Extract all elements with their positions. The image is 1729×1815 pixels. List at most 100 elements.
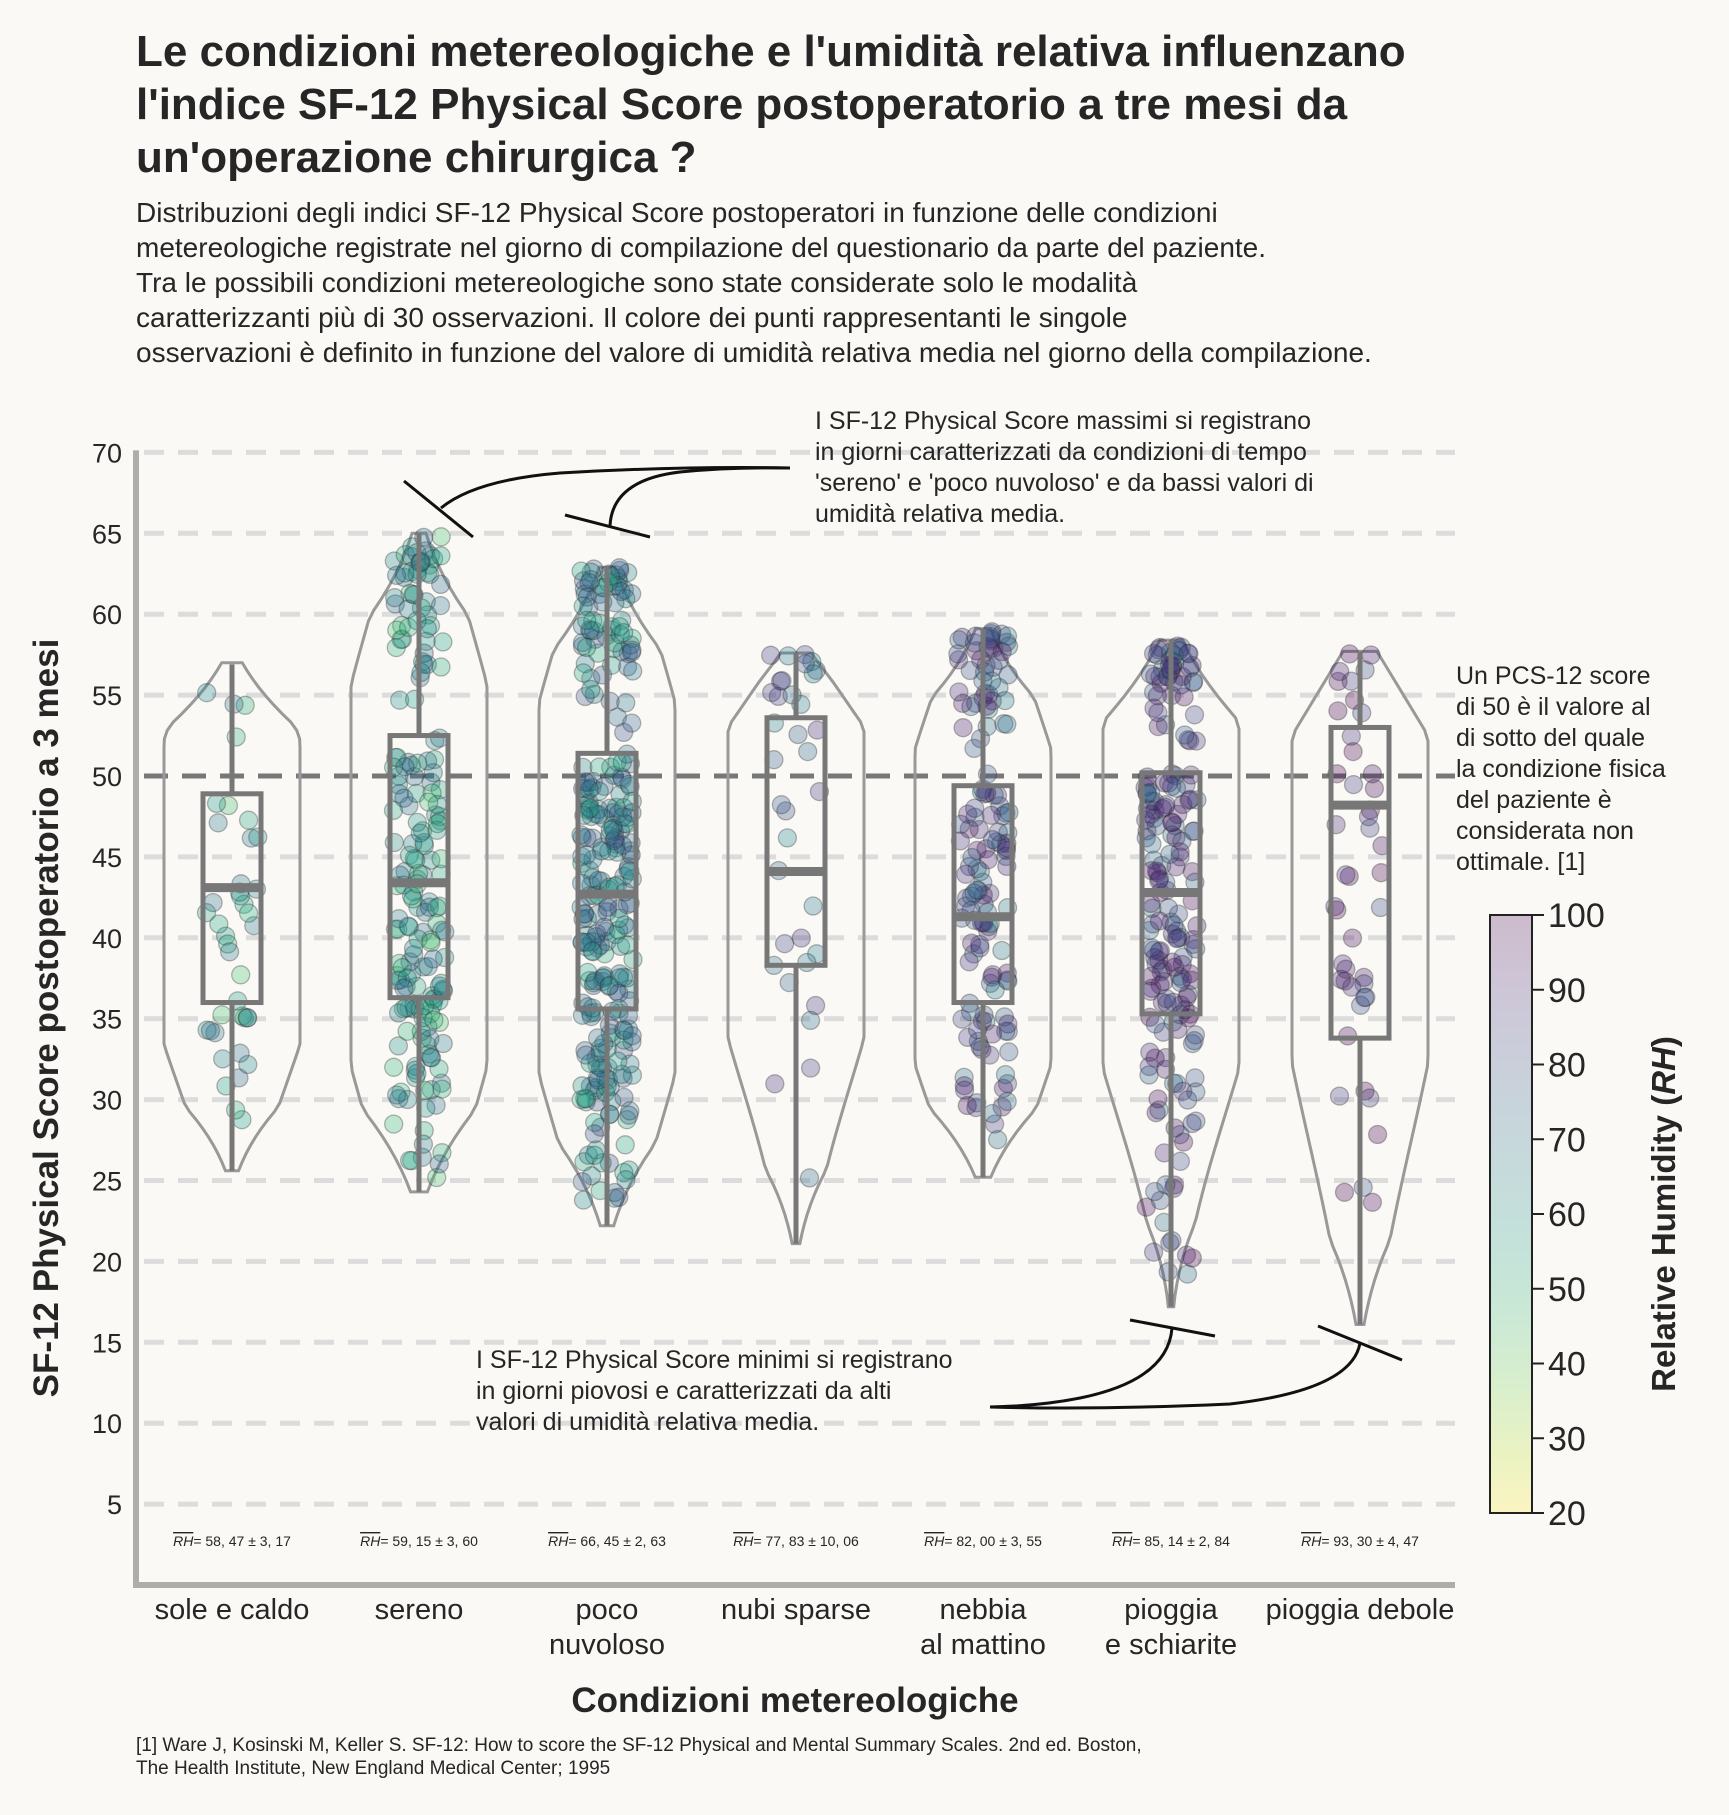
- rh-symbol: RH: [1301, 1533, 1322, 1549]
- observation-point: [1172, 831, 1192, 851]
- y-tick-label: 70: [92, 438, 122, 468]
- colorbar: 20 30 40 50 60 70 80 90 100 Relative Humidity (RH…: [1489, 897, 1682, 1533]
- observation-point: [585, 971, 605, 991]
- observation-point: [1176, 1245, 1197, 1265]
- observation-point: [423, 949, 443, 969]
- observation-point: [1354, 987, 1375, 1008]
- colorbar-tick-label: 100: [1548, 897, 1605, 935]
- observation-point: [576, 1089, 597, 1109]
- observation-point: [431, 657, 451, 677]
- observation-point: [989, 677, 1009, 698]
- x-tick-label: al mattino: [920, 1629, 1046, 1661]
- observation-point: [234, 894, 254, 914]
- observation-point: [949, 682, 969, 702]
- observation-point: [614, 1162, 634, 1183]
- observation-point: [1356, 987, 1376, 1007]
- observation-point: [412, 821, 433, 841]
- observation-point: [386, 565, 407, 586]
- observation-point: [1173, 794, 1193, 815]
- observation-point: [613, 1020, 633, 1040]
- observation-point: [762, 682, 782, 703]
- observation-point: [1160, 844, 1180, 864]
- rh-labels: RH= 58, 47 ± 3, 17 RH= 59, 15 ± 3, 60 RH= …: [173, 1533, 1419, 1549]
- observation-point: [431, 527, 451, 547]
- observation-point: [581, 562, 601, 582]
- observation-point: [604, 822, 625, 842]
- colorbar-label-end: ): [1645, 1036, 1682, 1047]
- observation-point: [392, 958, 412, 978]
- observation-point: [399, 845, 420, 865]
- observation-point: [213, 1049, 233, 1069]
- observation-point: [388, 1036, 409, 1056]
- observation-point: [606, 924, 626, 945]
- observation-point: [962, 847, 982, 868]
- x-tick-label: nuvoloso: [549, 1629, 665, 1661]
- observation-point: [1144, 698, 1164, 718]
- x-tick-label: poco: [576, 1594, 639, 1626]
- observation-point: [970, 934, 990, 955]
- violin: [1101, 638, 1241, 1309]
- observation-point: [424, 749, 445, 770]
- observation-point: [414, 833, 434, 853]
- observation-point: [967, 840, 987, 861]
- observation-point: [600, 798, 620, 818]
- annotation-right-line: del paziente è: [1456, 786, 1612, 814]
- observation-point: [1167, 928, 1187, 949]
- observation-point: [1139, 1065, 1159, 1085]
- observation-point: [1182, 655, 1202, 676]
- observation-point: [980, 973, 1001, 994]
- observation-point: [577, 610, 597, 631]
- x-tick-label: pioggia: [1124, 1594, 1218, 1626]
- rh-symbol: RH: [548, 1533, 569, 1549]
- observation-point: [606, 797, 627, 818]
- observation-point: [1146, 816, 1166, 836]
- observation-point: [1170, 972, 1191, 993]
- observation-point: [572, 1172, 592, 1192]
- y-tick-label: 65: [92, 519, 122, 549]
- observation-point: [1343, 741, 1363, 762]
- observation-point: [575, 686, 595, 707]
- box: [575, 750, 639, 1012]
- observation-point: [622, 640, 642, 660]
- observation-point: [599, 976, 619, 996]
- observation-point: [408, 897, 428, 917]
- observation-point: [954, 1080, 975, 1100]
- observation-point: [389, 1089, 409, 1109]
- rh-label: RH= 82, 00 ± 3, 55: [924, 1533, 1042, 1549]
- y-tick-label: 20: [92, 1247, 122, 1277]
- observation-point: [1330, 661, 1350, 682]
- observation-point: [1141, 966, 1162, 986]
- observation-point: [581, 806, 601, 827]
- observation-point: [590, 935, 611, 956]
- observation-point: [397, 968, 417, 988]
- observation-point: [238, 1054, 258, 1075]
- observation-point: [1164, 957, 1185, 977]
- observation-point: [998, 636, 1019, 656]
- observation-point: [1185, 1025, 1206, 1045]
- observation-point: [406, 850, 426, 870]
- observation-point: [403, 889, 423, 909]
- observation-point: [421, 1047, 441, 1068]
- observation-point: [1173, 1132, 1194, 1152]
- observation-point: [433, 632, 453, 652]
- observation-point: [219, 942, 240, 962]
- x-tick-label: sole e caldo: [155, 1594, 310, 1626]
- observation-point: [429, 1012, 450, 1033]
- observation-point: [961, 696, 981, 717]
- observation-point: [1136, 810, 1156, 830]
- observation-point: [585, 629, 605, 649]
- annotation-right-line: Un PCS-12 score: [1456, 662, 1651, 690]
- observation-point: [575, 1040, 595, 1061]
- observation-point: [209, 914, 229, 934]
- observation-point: [1149, 911, 1170, 931]
- observation-point: [614, 1030, 634, 1050]
- observation-point: [588, 870, 608, 891]
- observation-point: [385, 588, 405, 608]
- observation-point: [1172, 969, 1193, 989]
- rh-value: = 93, 30 ± 4, 47: [1321, 1533, 1419, 1549]
- observation-point: [583, 620, 604, 641]
- observation-point: [1362, 764, 1383, 784]
- observation-point: [1184, 705, 1205, 725]
- observation-point: [1167, 921, 1187, 941]
- observation-point: [622, 713, 642, 733]
